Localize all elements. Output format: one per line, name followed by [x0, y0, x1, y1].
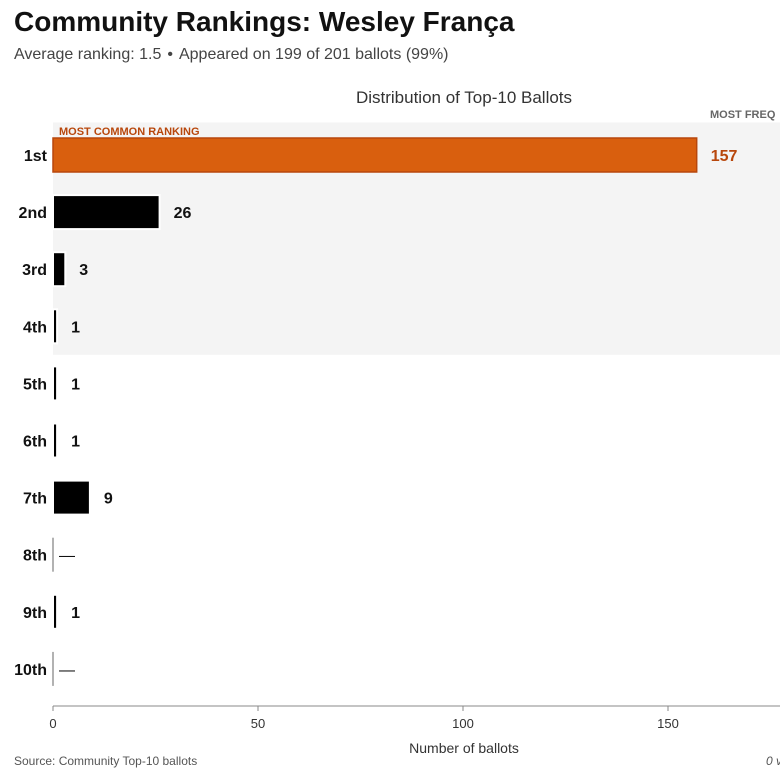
bar [52, 251, 67, 288]
category-label: 6th [23, 434, 47, 451]
category-label: 1st [24, 148, 48, 165]
separator-dot: • [167, 46, 173, 63]
value-label: 1 [71, 605, 80, 622]
average-ranking: Average ranking: 1.5 [14, 46, 162, 63]
bar [52, 479, 91, 516]
value-label: 26 [174, 205, 192, 222]
bar [52, 365, 59, 402]
x-tick-label: 100 [452, 716, 474, 731]
category-label: 7th [23, 491, 47, 508]
category-label: 5th [23, 376, 47, 393]
ranking-distribution-chart: MOST FREQ Distribution of Top-10 Ballots M… [14, 88, 780, 756]
bar [52, 422, 59, 459]
bar [52, 308, 59, 345]
value-label: 9 [104, 491, 113, 508]
category-label: 4th [23, 319, 47, 336]
shaded-band-label: MOST FREQ [710, 109, 776, 121]
x-axis-title: Number of ballots [409, 740, 519, 756]
category-label: 9th [23, 605, 47, 622]
category-label: 8th [23, 548, 47, 565]
category-label: 2nd [19, 205, 47, 222]
value-label: 1 [71, 434, 80, 451]
subtitle: Average ranking: 1.5 • Appeared on 199 of … [14, 46, 449, 64]
x-tick-label: 150 [657, 716, 679, 731]
value-label: 1 [71, 376, 80, 393]
bar [52, 194, 161, 231]
page-title: Community Rankings: Wesley França [14, 6, 515, 37]
value-label: 3 [79, 262, 88, 279]
value-label: 1 [71, 319, 80, 336]
x-tick-label: 0 [49, 716, 56, 731]
chart-title: Distribution of Top-10 Ballots [356, 88, 572, 107]
value-label: — [59, 548, 75, 565]
bar [52, 593, 59, 630]
x-tick-label: 50 [251, 716, 265, 731]
footnote: 0 v [766, 754, 780, 768]
value-label: 157 [711, 148, 738, 165]
highlight-label: MOST COMMON RANKING [59, 126, 200, 138]
category-label: 10th [14, 662, 47, 679]
value-label: — [59, 662, 75, 679]
bar [52, 137, 698, 173]
source-note: Source: Community Top-10 ballots [14, 754, 198, 768]
ballot-appearance: Appeared on 199 of 201 ballots (99%) [178, 46, 449, 63]
category-label: 3rd [22, 262, 47, 279]
